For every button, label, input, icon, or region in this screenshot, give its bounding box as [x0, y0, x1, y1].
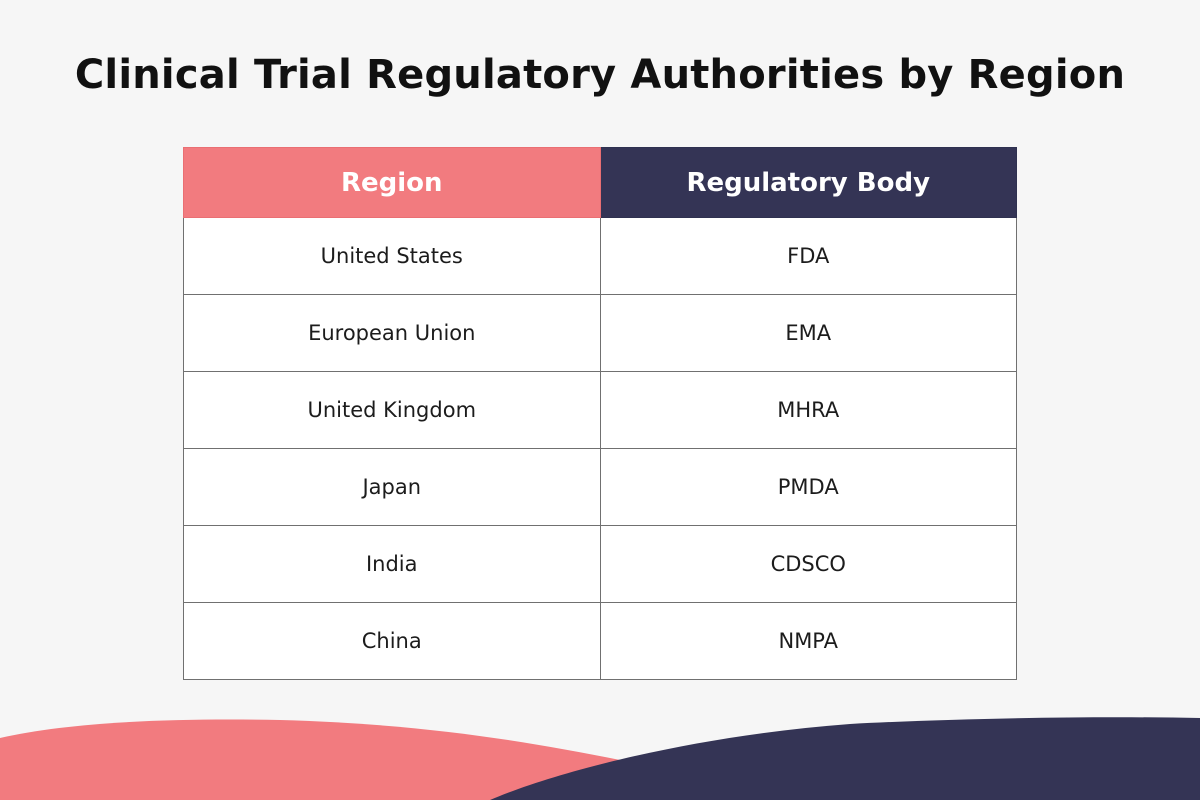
coral-wave	[0, 719, 670, 800]
regulatory-body-cell: EMA	[599, 294, 1017, 372]
regulatory-body-cell: NMPA	[599, 602, 1017, 680]
table-row: United States FDA	[183, 217, 1017, 295]
region-cell: United Kingdom	[183, 371, 601, 449]
region-cell: United States	[183, 217, 601, 295]
table-row: China NMPA	[183, 602, 1017, 680]
table-header-row: Region Regulatory Body	[183, 147, 1017, 218]
table-row: India CDSCO	[183, 525, 1017, 603]
table-row: Japan PMDA	[183, 448, 1017, 526]
page-title: Clinical Trial Regulatory Authorities by…	[74, 52, 1126, 98]
column-header-regulatory-body: Regulatory Body	[599, 147, 1017, 218]
table-row: United Kingdom MHRA	[183, 371, 1017, 449]
region-cell: Japan	[183, 448, 601, 526]
region-cell: European Union	[183, 294, 601, 372]
regulatory-body-cell: MHRA	[599, 371, 1017, 449]
authorities-table-container: Region Regulatory Body United States FDA…	[183, 147, 1017, 680]
authorities-table: Region Regulatory Body United States FDA…	[183, 147, 1017, 680]
column-header-region: Region	[183, 147, 601, 218]
regulatory-body-cell: FDA	[599, 217, 1017, 295]
decorative-waves	[0, 717, 1200, 800]
region-cell: India	[183, 525, 601, 603]
regulatory-body-cell: CDSCO	[599, 525, 1017, 603]
region-cell: China	[183, 602, 601, 680]
table-row: European Union EMA	[183, 294, 1017, 372]
regulatory-body-cell: PMDA	[599, 448, 1017, 526]
navy-wave	[490, 717, 1200, 800]
